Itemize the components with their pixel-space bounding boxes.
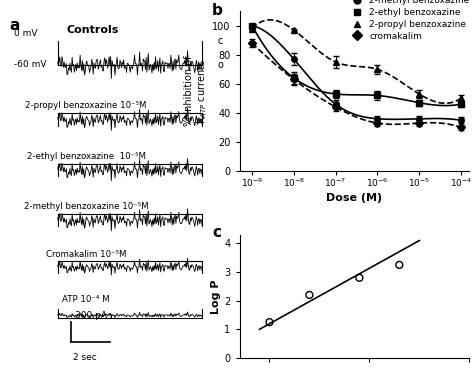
Text: Controls: Controls xyxy=(66,25,119,35)
Text: c: c xyxy=(218,35,223,45)
Point xyxy=(306,292,313,298)
Y-axis label: Log P: Log P xyxy=(211,279,221,314)
Text: 300 pA: 300 pA xyxy=(75,311,107,320)
Text: ATP 10⁻⁴ M: ATP 10⁻⁴ M xyxy=(62,296,110,304)
Text: a: a xyxy=(9,18,20,33)
X-axis label: Dose (M): Dose (M) xyxy=(326,193,383,203)
Point xyxy=(356,275,363,281)
Text: 0 mV: 0 mV xyxy=(14,29,37,38)
Y-axis label: % Inhibition of
K$_{ATP}$ currents: % Inhibition of K$_{ATP}$ currents xyxy=(183,56,210,126)
Text: 2-methyl benzoxazine 10⁻⁵M: 2-methyl benzoxazine 10⁻⁵M xyxy=(24,202,148,211)
Text: 2-ethyl benzoxazine  10⁻⁵M: 2-ethyl benzoxazine 10⁻⁵M xyxy=(27,152,146,161)
Text: 2 sec: 2 sec xyxy=(73,353,97,362)
Text: Cromakalim 10⁻⁵M: Cromakalim 10⁻⁵M xyxy=(46,251,126,259)
Point xyxy=(395,262,403,268)
Text: o: o xyxy=(218,60,223,70)
Point xyxy=(266,319,273,325)
Legend: 2-methyl benzoxazine, 2-ethyl benzoxazine, 2-propyl benzoxazine, cromakalim: 2-methyl benzoxazine, 2-ethyl benzoxazin… xyxy=(348,0,469,41)
Text: -60 mV: -60 mV xyxy=(14,61,46,69)
Text: b: b xyxy=(212,3,223,18)
Text: 2-propyl benzoxazine 10⁻⁵M: 2-propyl benzoxazine 10⁻⁵M xyxy=(25,101,147,110)
Text: c: c xyxy=(212,225,221,240)
